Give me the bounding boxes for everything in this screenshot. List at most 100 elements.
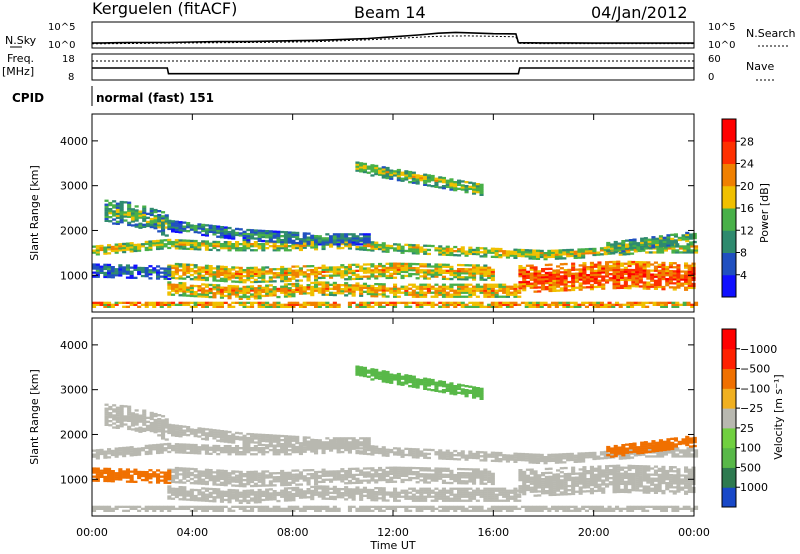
power-cell [216, 231, 221, 234]
velocity-cell [441, 451, 446, 454]
power-cell [110, 266, 115, 269]
velocity-cell [310, 444, 315, 447]
power-cell [483, 270, 488, 273]
power-cell [400, 268, 405, 271]
power-cell [144, 242, 149, 246]
power-cell [533, 270, 538, 273]
velocity-cell [385, 474, 390, 478]
velocity-cell [340, 441, 345, 444]
power-cell [193, 272, 198, 275]
velocity-cell [479, 451, 484, 454]
power-cell [347, 265, 352, 269]
power-cell [167, 285, 172, 288]
velocity-cell [189, 492, 194, 495]
power-cell [671, 305, 676, 308]
power-cell [219, 288, 224, 291]
power-cell [242, 241, 247, 244]
power-cell [562, 251, 567, 254]
velocity-cell [253, 447, 258, 450]
power-cell [464, 283, 469, 286]
power-cell [265, 266, 270, 269]
power-cell [152, 240, 157, 243]
power-cell [400, 245, 405, 248]
power-cell [505, 254, 510, 257]
power-cell [548, 283, 553, 287]
power-cell [603, 252, 608, 256]
power-cell [642, 261, 647, 264]
power-cell [662, 240, 667, 243]
velocity-cell [332, 437, 337, 440]
power-cell [668, 280, 673, 283]
velocity-cell [393, 470, 398, 473]
power-cell [227, 237, 232, 240]
power-cell [174, 224, 179, 227]
velocity-cell [108, 420, 113, 423]
power-cell [174, 230, 179, 233]
power-cell [227, 293, 232, 296]
power-cell [204, 234, 209, 237]
power-cell [423, 175, 428, 178]
power-cell [351, 239, 356, 242]
power-cell [280, 278, 285, 281]
velocity-cell [119, 411, 124, 414]
power-cell [329, 274, 334, 277]
power-cell [490, 255, 495, 258]
velocity-cell [197, 452, 202, 455]
power-cell [423, 301, 428, 304]
velocity-cell [667, 451, 672, 454]
velocity-cell [457, 476, 462, 479]
power-cell [616, 284, 621, 288]
velocity-cell [298, 483, 303, 486]
velocity-cell [415, 454, 420, 457]
velocity-cell [235, 431, 240, 435]
power-cell [265, 303, 270, 306]
velocity-cell [445, 455, 450, 458]
power-cell [667, 301, 672, 304]
power-cell [625, 245, 630, 248]
velocity-cell [171, 447, 176, 450]
power-cell [612, 276, 617, 280]
power-cell [419, 174, 424, 178]
power-cell [381, 268, 386, 272]
power-cell [662, 238, 667, 241]
power-cell [426, 180, 431, 183]
power-cell [646, 265, 651, 268]
power-cell [666, 236, 671, 239]
velocity-cell [129, 452, 134, 455]
power-cell [616, 272, 621, 275]
power-cell [204, 303, 209, 306]
power-cell [178, 243, 183, 246]
power-cell [505, 289, 510, 292]
power-cell [283, 231, 288, 234]
power-cell [314, 241, 319, 244]
power-cell [366, 292, 371, 296]
power-cell [635, 271, 640, 274]
power-cell [556, 275, 561, 278]
power-cell [479, 303, 484, 306]
velocity-cell [479, 476, 484, 479]
power-cell [265, 232, 270, 235]
velocity-cell [336, 441, 341, 444]
power-cell [344, 286, 349, 289]
power-cell [574, 274, 579, 277]
power-cell [148, 273, 153, 276]
power-cell [186, 269, 191, 272]
velocity-cell [125, 450, 130, 453]
power-cell [310, 244, 315, 247]
power-cell [219, 228, 224, 231]
velocity-cell [505, 458, 510, 461]
power-cell [381, 305, 386, 308]
velocity-cell [438, 475, 443, 478]
power-cell [366, 263, 371, 266]
power-cell [370, 247, 375, 250]
velocity-cell [472, 482, 477, 485]
power-cell [544, 277, 549, 281]
power-cell [374, 166, 379, 170]
velocity-cell [272, 434, 277, 437]
power-cell [336, 233, 341, 236]
power-cell [204, 270, 209, 274]
power-cell [475, 295, 480, 298]
velocity-cell [204, 497, 209, 500]
velocity-cell [161, 423, 166, 426]
velocity-cell [607, 456, 612, 459]
